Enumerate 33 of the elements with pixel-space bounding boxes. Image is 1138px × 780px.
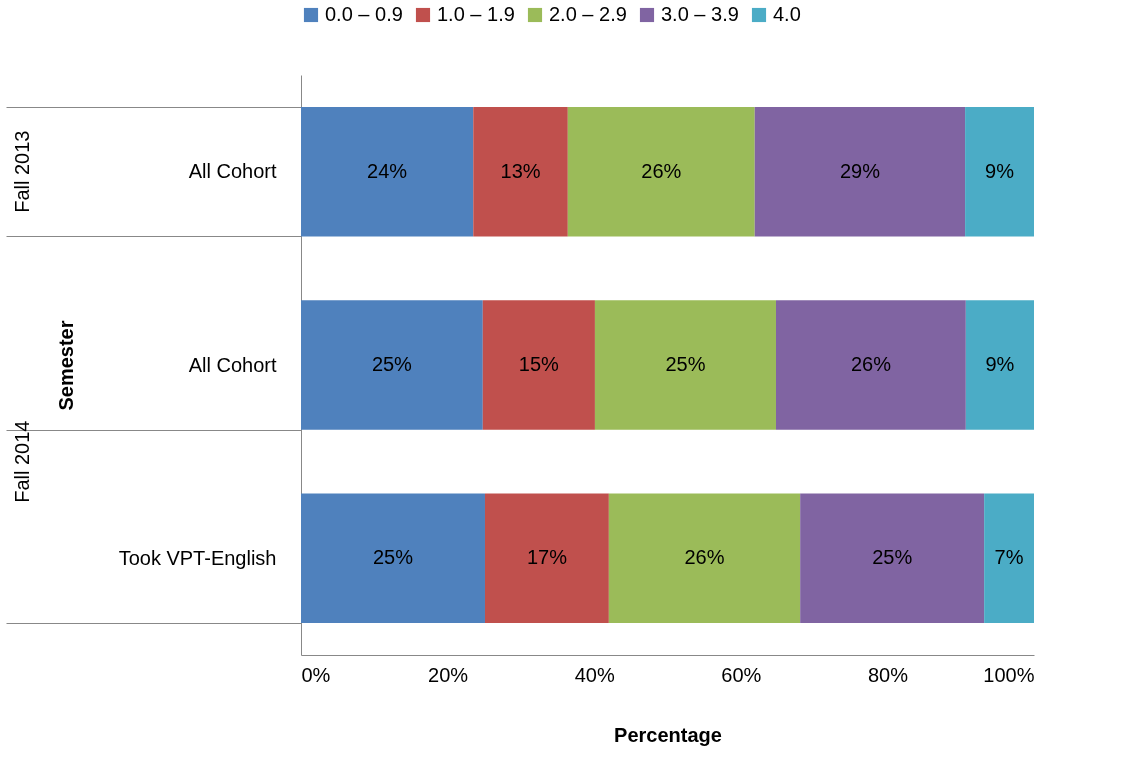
text: Fall 2013	[11, 130, 33, 213]
data-label: 26%	[684, 546, 725, 569]
x-tick-label: 100%	[983, 663, 1035, 686]
legend-label: 1.0 – 1.9	[437, 3, 515, 25]
y-tick-label: Took VPT-English	[118, 546, 277, 569]
y-tick-label: All Cohort	[188, 160, 277, 183]
data-label: 29%	[839, 159, 881, 182]
x-tick-label: 0%	[301, 663, 331, 686]
x-tick-label: 60%	[721, 663, 762, 686]
x-tick-label: 20%	[428, 663, 469, 686]
data-label: 17%	[526, 546, 568, 569]
legend-label: 3.0 – 3.9	[661, 3, 739, 25]
data-label: 25%	[872, 546, 913, 569]
y-axis-title: Semester	[54, 320, 77, 411]
legend-label: 2.0 – 2.9	[549, 3, 627, 25]
x-tick-label: 40%	[574, 663, 615, 686]
data-label: 9%	[985, 159, 1015, 182]
data-label: 26%	[850, 353, 892, 375]
data-label: 25%	[372, 546, 414, 569]
y-tick-label: All Cohort	[188, 353, 277, 376]
data-label: 9%	[985, 353, 1015, 375]
data-label: 13%	[500, 159, 541, 182]
text: Fall 2014	[11, 420, 33, 503]
x-tick-label: 80%	[867, 663, 909, 686]
data-label: 26%	[641, 159, 682, 182]
data-label: 24%	[367, 159, 408, 182]
legend-label: 0.0 – 0.9	[325, 3, 403, 25]
legend-label: 4.0	[773, 3, 801, 25]
data-label: 15%	[518, 353, 560, 375]
data-label: 25%	[371, 353, 413, 375]
x-axis-title: Percentage	[614, 723, 722, 746]
data-label: 7%	[994, 546, 1024, 569]
data-label: 25%	[665, 353, 706, 375]
